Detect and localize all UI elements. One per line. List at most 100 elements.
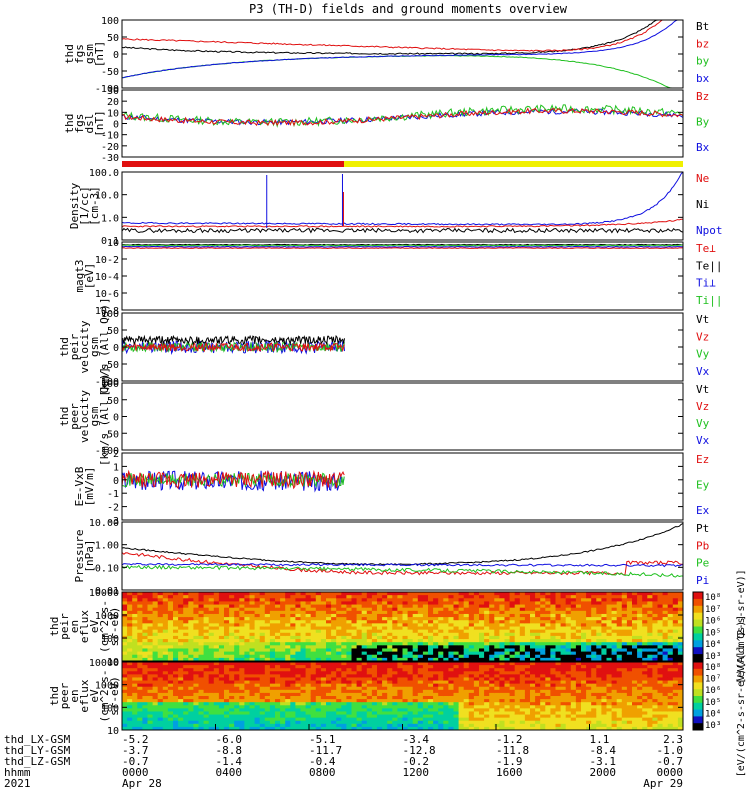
spectrogram-cell: [479, 668, 485, 672]
spectrogram-cell: [198, 705, 205, 709]
spectrogram-cell: [621, 723, 628, 728]
spectrogram-cell: [280, 662, 286, 666]
spectrogram-cell: [417, 717, 424, 722]
spectrogram-cell: [397, 717, 403, 722]
spectrogram-cell: [448, 648, 454, 653]
spectrogram-cell: [275, 657, 281, 661]
spectrogram-cell: [458, 665, 465, 669]
spectrogram-cell: [320, 723, 327, 728]
spectrogram-cell: [305, 601, 312, 606]
spectrogram-cell: [417, 626, 424, 631]
spectrogram-cell: [397, 635, 403, 640]
spectrogram-cell: [575, 705, 582, 709]
spectrogram-cell: [361, 686, 368, 691]
spectrogram-cell: [509, 711, 516, 716]
spectrogram-cell: [473, 632, 480, 637]
spectrogram-cell: [637, 680, 643, 685]
spectrogram-cell: [173, 711, 179, 716]
spectrogram-cell: [479, 689, 485, 694]
spectrogram-cell: [560, 620, 567, 624]
spectrogram-cell: [300, 717, 307, 722]
spectrogram-cell: [152, 620, 159, 624]
spectrogram-cell: [167, 705, 174, 709]
spectrogram-cell: [524, 668, 531, 672]
spectrogram-cell: [167, 598, 174, 602]
spectrogram-cell: [244, 665, 250, 669]
spectrogram-cell: [473, 598, 480, 602]
spectrogram-cell: [581, 651, 587, 656]
spectrogram-cell: [468, 604, 475, 609]
spectrogram-cell: [652, 639, 658, 643]
spectrogram-cell: [596, 610, 602, 615]
spectrogram-cell: [239, 620, 245, 624]
spectrogram-cell: [479, 677, 485, 682]
spectrogram-cell: [484, 702, 490, 706]
spectrogram-cell: [183, 651, 189, 656]
panel-frame: [121, 89, 684, 158]
spectrogram-cell: [606, 677, 613, 682]
spectrogram-cell: [371, 654, 378, 659]
spectrogram-cell: [652, 654, 658, 659]
spectrogram-cell: [366, 671, 373, 675]
spectrogram-cell: [570, 665, 577, 669]
spectrogram-cell: [632, 705, 638, 709]
spectrogram-cell: [652, 617, 658, 621]
spectrogram-cell: [239, 705, 245, 709]
spectrogram-cell: [178, 620, 184, 624]
spectrogram-cell: [412, 717, 419, 722]
spectrogram-cell: [463, 726, 470, 730]
spectrogram-cell: [402, 626, 409, 631]
spectrogram-cell: [259, 598, 266, 602]
spectrogram-cell: [575, 671, 582, 675]
spectrogram-cell: [198, 617, 205, 621]
spectrogram-cell: [183, 595, 189, 599]
spectrogram-cell: [326, 717, 332, 722]
spectrogram-cell: [504, 723, 511, 728]
spectrogram-cell: [198, 607, 205, 612]
spectrogram-cell: [122, 598, 128, 602]
spectrogram-cell: [346, 639, 352, 643]
spectrogram-cell: [229, 696, 235, 700]
spectrogram-cell: [152, 654, 159, 659]
spectrogram-cell: [540, 717, 546, 722]
spectrogram-cell: [366, 613, 373, 618]
spectrogram-cell: [417, 607, 424, 612]
spectrogram-cell: [412, 648, 419, 653]
spectrogram-cell: [647, 592, 653, 596]
spectrogram-cell: [494, 623, 500, 627]
spectrogram-cell: [550, 632, 556, 637]
spectrogram-cell: [351, 720, 358, 725]
spectrogram-cell: [647, 711, 653, 716]
spectrogram-cell: [341, 592, 347, 596]
spectrogram-cell: [428, 680, 434, 685]
spectrogram-cell: [351, 708, 358, 712]
spectrogram-cell: [484, 708, 490, 712]
spectrogram-cell: [519, 657, 526, 661]
spectrogram-cell: [514, 595, 521, 599]
spectrogram-cell: [275, 723, 281, 728]
spectrogram-cell: [382, 617, 388, 621]
spectrogram-cell: [269, 604, 276, 609]
spectrogram-cell: [280, 617, 286, 621]
spectrogram-cell: [300, 683, 307, 688]
spectrogram-cell: [346, 711, 352, 716]
spectrogram-cell: [463, 639, 470, 643]
spectrogram-cell: [422, 668, 429, 672]
spectrogram-cell: [371, 699, 378, 703]
spectrogram-cell: [392, 671, 398, 675]
spectrogram-cell: [443, 635, 449, 640]
spectrogram-cell: [504, 598, 511, 602]
series-bx: [122, 20, 683, 79]
spectrogram-cell: [371, 683, 378, 688]
spectrogram-cell: [259, 607, 266, 612]
spectrogram-cell: [315, 686, 322, 691]
spectrogram-cell: [285, 607, 291, 612]
spectrogram-cell: [264, 680, 271, 685]
spectrogram-cell: [407, 648, 414, 653]
spectrogram-cell: [565, 613, 572, 618]
spectrogram-cell: [305, 686, 312, 691]
spectrogram-cell: [443, 662, 449, 666]
spectrogram-cell: [647, 629, 653, 634]
spectrogram-cell: [433, 645, 439, 649]
spectrogram-cell: [366, 662, 373, 666]
